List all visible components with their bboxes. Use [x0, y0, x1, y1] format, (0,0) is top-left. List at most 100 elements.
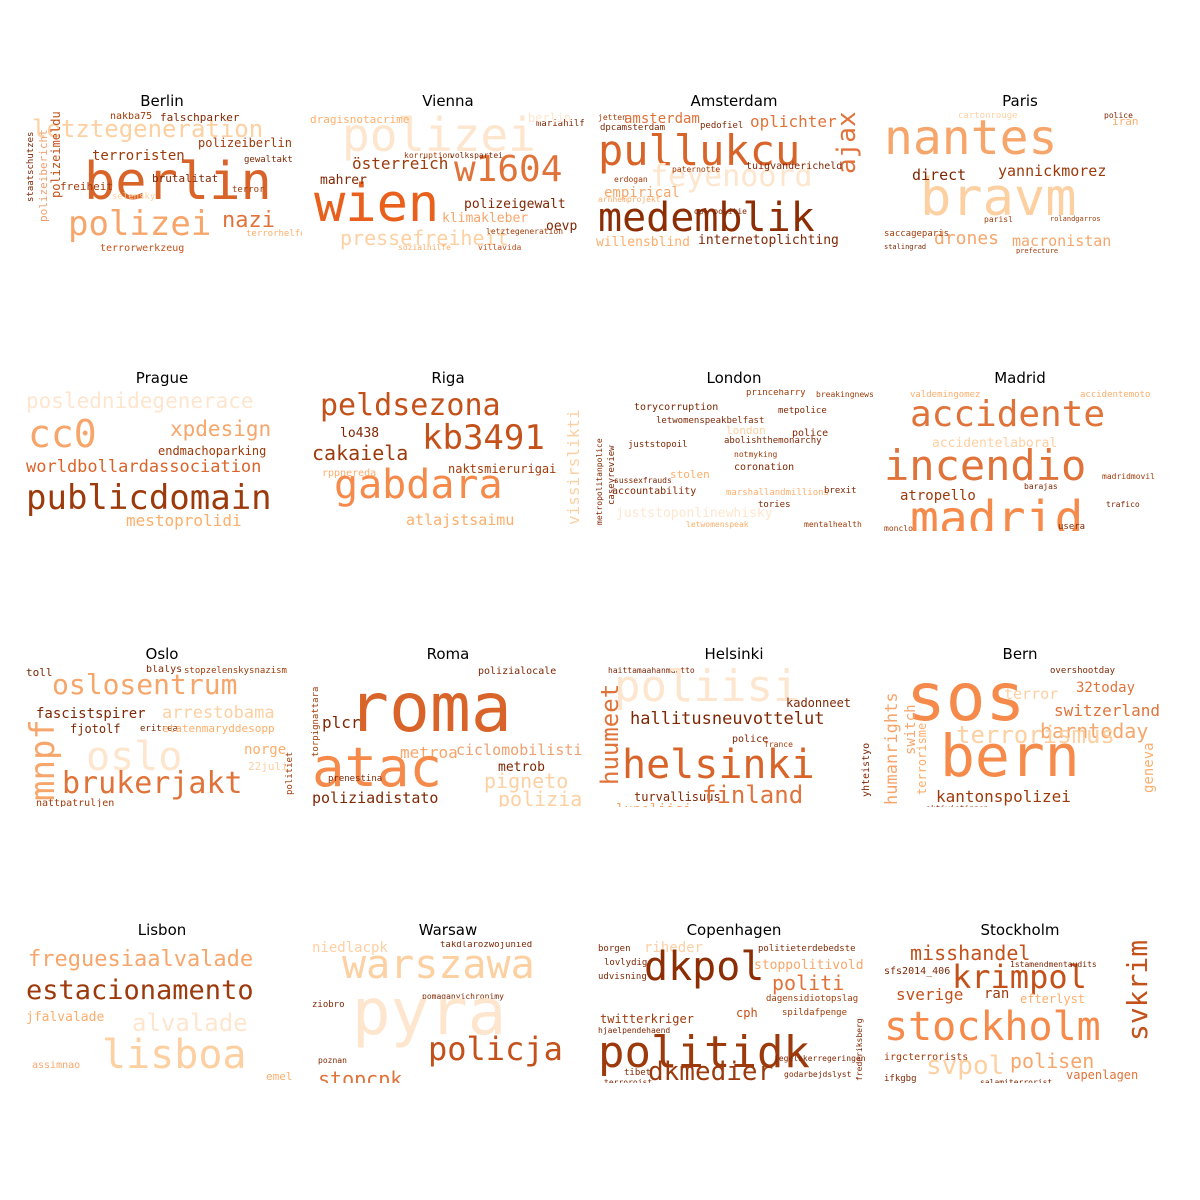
cloud-word: dkpol: [644, 944, 765, 990]
panel-title: Madrid: [994, 369, 1046, 387]
wordcloud: berlin letztegeneration polizei nazi terrori…: [22, 112, 302, 254]
cloud-word: metrob: [498, 760, 545, 775]
cloud-word: stolen: [670, 468, 710, 481]
cloud-word: volkspartei: [450, 151, 503, 160]
cloud-word: tories: [758, 500, 791, 510]
cloud-word: pullukcu: [598, 126, 801, 175]
cloud-word: xpdesign: [170, 417, 272, 441]
cloud-word: atlajstsaimu: [406, 511, 515, 529]
cloud-word: trafico: [1106, 500, 1140, 509]
cloud-word: warszawa: [342, 942, 535, 988]
cloud-word: polisen: [1010, 1049, 1095, 1073]
cloud-word: breakingnews: [816, 390, 874, 399]
cloud-word: macronistan: [1012, 232, 1112, 250]
cloud-word: dagensidiotopslag: [766, 994, 859, 1004]
cloud-word: jegelskerregeringen: [774, 1054, 866, 1063]
cloud-word: freiheit: [60, 180, 113, 193]
cloud-word: alvalade: [132, 1009, 248, 1037]
cloud-word: cartonrouge: [958, 112, 1018, 121]
cloud-word: endmachoparking: [158, 444, 267, 458]
cloud-word: letwomenspeak: [686, 520, 749, 529]
cloud-word: misshandel: [910, 941, 1031, 965]
cloud-word: accountability: [612, 486, 697, 497]
cloud-word: berlin: [84, 152, 272, 212]
cloud-word: paternotte: [672, 165, 721, 174]
cloud-word: atac: [312, 736, 443, 799]
cloud-word: nattpatruljen: [36, 798, 115, 808]
cloud-word: poznan: [318, 1056, 347, 1065]
cloud-word: berlin: [528, 112, 572, 125]
cloud-word: metpolice: [778, 406, 827, 416]
cloud-word: freguesiaalvalade: [28, 947, 254, 972]
cloud-word: oslosentrum: [52, 668, 238, 701]
cloud-word: stopcpk: [318, 1067, 403, 1083]
cloud-word: london: [726, 424, 766, 437]
cloud-word: monclo: [884, 524, 913, 532]
cloud-word: prefecture: [1016, 247, 1059, 255]
cloud-word: stalingrad: [884, 243, 927, 251]
cloud-word: politiet: [285, 751, 295, 795]
cloud-word: policja: [428, 1030, 563, 1068]
cloud-word: dragisnotacrime: [310, 113, 410, 126]
cloud-word: coronation: [734, 462, 795, 473]
panel-title: Paris: [1002, 92, 1038, 110]
cloud-word: bravm: [920, 168, 1077, 228]
cloud-word: finland: [702, 781, 804, 807]
cloud-word: polizei: [342, 112, 536, 162]
cloud-word: terror: [232, 185, 265, 195]
cloud-word: rolandgarros: [1050, 215, 1101, 223]
cloud-word: staatschutzes: [26, 131, 36, 202]
cloud-word: nantes: [884, 112, 1058, 166]
cloud-word: 32today: [1076, 680, 1136, 696]
cloud-word: overshootday: [1050, 666, 1116, 676]
cloud-word: poliziadistato: [312, 789, 439, 807]
panel-title: Oslo: [145, 645, 179, 663]
cloud-word: usera: [1058, 522, 1086, 532]
wordcloud: toll blalys stopzelenskysnazism oslosentrum…: [22, 665, 302, 807]
cloud-word: frederiksberg: [855, 1018, 864, 1081]
cloud-word: feyenoord: [650, 159, 813, 194]
cloud-word: fascistspirer: [36, 706, 146, 722]
panel-title: Bern: [1002, 645, 1038, 663]
cloud-word: helsinki: [622, 742, 815, 788]
cloud-word: kb3491: [422, 418, 545, 458]
cloud-word: cakaiela: [312, 441, 409, 465]
cloud-word: emel: [266, 1070, 293, 1083]
cloud-word: österreich: [352, 154, 449, 173]
wordcloud: princeharry breakingnews torycorruption met…: [594, 389, 874, 531]
cloud-word: poslednidegenerace: [26, 389, 254, 413]
cloud-word: svpol: [926, 1051, 1005, 1081]
cloud-word: lo438: [340, 426, 380, 441]
cloud-word: w1604: [454, 149, 563, 190]
panel-title: Riga: [431, 369, 465, 387]
wordcloud: haittamaahanmuutto poliisi kadonneet hallit…: [594, 665, 874, 807]
cloud-word: eritrea: [140, 724, 178, 734]
cloud-word: 1stamendmentaudits: [1010, 960, 1097, 969]
cloud-word: oplichter: [750, 112, 837, 131]
cloud-word: lupoliisi: [616, 803, 692, 807]
panel-title: Lisbon: [137, 921, 187, 939]
panel-title: Helsinki: [704, 645, 764, 663]
cloud-word: yhteistyo: [861, 742, 872, 797]
cloud-word: vissirslikti: [564, 409, 583, 525]
cloud-word: terrorhelfer: [246, 229, 302, 239]
cloud-word: naktsmierurigai: [448, 462, 557, 476]
cloud-word: huumeet: [596, 683, 624, 785]
panel-title: Amsterdam: [690, 92, 778, 110]
cloud-word: wien: [314, 174, 440, 234]
cloud-word: tuigvandericheld: [746, 161, 843, 172]
cloud-word: klimakleber: [442, 211, 529, 226]
cloud-word: bern: [940, 722, 1080, 790]
cloud-word: estacionamento: [26, 975, 254, 1006]
cloud-word: sverige: [896, 985, 964, 1004]
cloud-word: letztegeneration: [486, 227, 564, 236]
cloud-word: juststoponlinewhisky: [616, 506, 773, 521]
cloud-word: toll: [26, 666, 53, 679]
cloud-word: terrorismus: [956, 721, 1115, 749]
wordcloud: valdemingomez accidentemoto accidente accid…: [880, 389, 1160, 531]
cloud-word: police: [732, 734, 769, 745]
cloud-word: polizeigewalt: [464, 197, 566, 212]
cloud-word: spildafpenge: [782, 1008, 848, 1018]
cloud-word: terroristen: [92, 148, 185, 164]
cloud-word: nakba75: [110, 112, 153, 122]
